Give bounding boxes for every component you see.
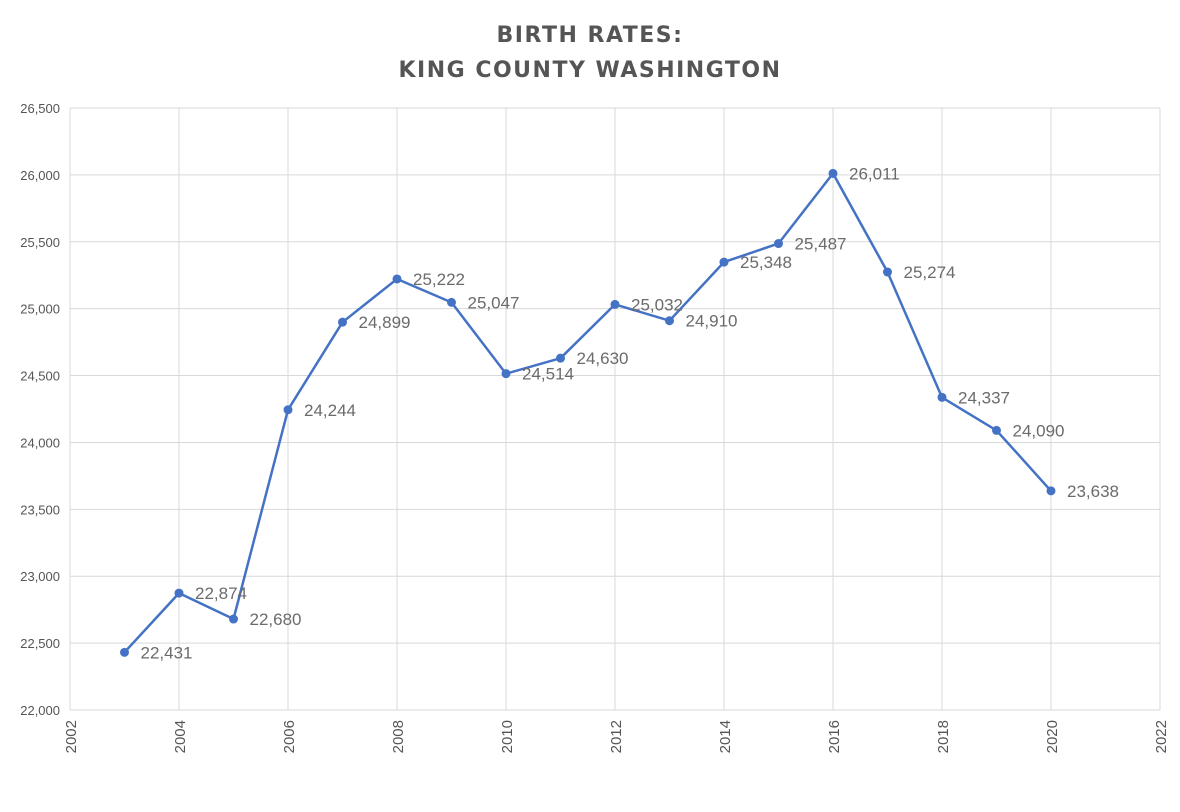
data-label: 25,348 (740, 253, 792, 272)
x-tick-label: 2014 (717, 720, 734, 753)
y-tick-label: 25,000 (20, 302, 60, 317)
data-point (283, 405, 293, 415)
x-tick-label: 2018 (935, 720, 952, 753)
data-point (1046, 486, 1056, 496)
series-layer (120, 168, 1056, 657)
data-label: 24,514 (522, 365, 574, 384)
data-label: 24,899 (359, 313, 411, 332)
data-point (937, 392, 947, 402)
data-point (447, 297, 456, 307)
data-label: 25,274 (904, 263, 956, 282)
x-tick-label: 2008 (390, 720, 407, 753)
y-tick-label: 23,500 (20, 502, 60, 517)
data-point (120, 647, 129, 657)
y-tick-label: 24,000 (20, 435, 60, 450)
x-tick-label: 2012 (608, 720, 625, 753)
y-tick-label: 24,500 (20, 369, 60, 384)
data-point (392, 274, 402, 284)
y-tick-label: 26,500 (20, 101, 60, 116)
data-point (992, 425, 1001, 435)
data-label: 22,680 (250, 610, 302, 629)
data-label: 26,011 (849, 164, 900, 183)
data-label: 22,431 (141, 643, 193, 662)
data-label: 22,874 (195, 584, 247, 603)
y-tick-label: 22,500 (20, 636, 60, 651)
data-label-layer: 22,43122,87422,68024,24424,89925,22225,0… (141, 164, 1120, 662)
data-point (883, 267, 892, 277)
data-point (229, 614, 238, 624)
y-tick-label: 25,500 (20, 235, 60, 250)
data-label: 25,222 (413, 270, 465, 289)
data-point (719, 257, 729, 267)
x-tick-label: 2022 (1153, 720, 1170, 753)
data-point (174, 588, 184, 598)
y-tick-label: 23,000 (20, 569, 60, 584)
x-tick-label: 2010 (499, 720, 516, 753)
x-tick-label: 2016 (826, 720, 843, 753)
axis-tick-labels: 22,000 22,500 23,000 23,500 24,000 24,500 25,0… (20, 101, 1170, 753)
data-point (556, 353, 565, 363)
data-label: 24,910 (686, 312, 738, 331)
y-tick-label: 22,000 (20, 703, 60, 718)
x-tick-label: 2002 (63, 720, 80, 753)
data-label: 25,047 (468, 293, 520, 312)
y-tick-label: 26,000 (20, 168, 60, 183)
data-label: 24,244 (304, 401, 356, 420)
data-label: 24,090 (1013, 421, 1065, 440)
data-label: 24,337 (958, 388, 1010, 407)
data-point (774, 239, 783, 249)
data-point (610, 299, 620, 309)
data-label: 25,032 (631, 295, 683, 314)
x-tick-label: 2006 (281, 720, 298, 753)
data-point (501, 369, 511, 379)
data-label: 24,630 (577, 349, 629, 368)
data-point (665, 316, 674, 326)
data-point (338, 317, 347, 327)
data-label: 25,487 (795, 235, 847, 254)
x-tick-label: 2020 (1044, 720, 1061, 753)
chart-title-line-1: BIRTH RATES: (497, 23, 684, 48)
data-point (828, 168, 838, 178)
series-line (123, 172, 1052, 654)
x-tick-label: 2004 (172, 720, 189, 753)
data-label: 23,638 (1067, 482, 1119, 501)
chart-title-line-2: KING COUNTY WASHINGTON (398, 58, 781, 83)
